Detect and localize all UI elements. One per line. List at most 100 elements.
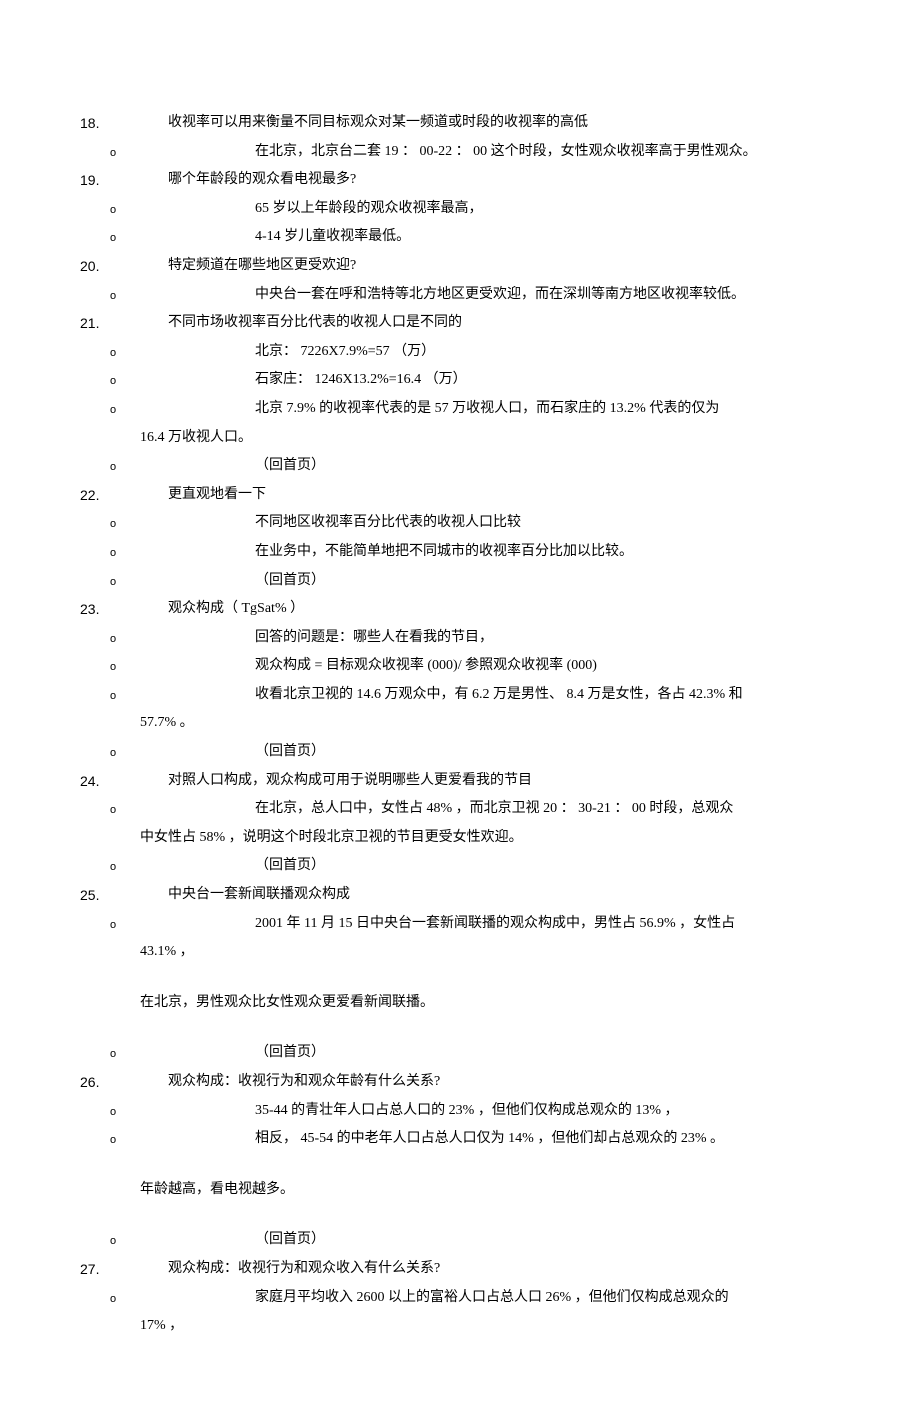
bullet-icon: o xyxy=(110,539,255,566)
continuation-line: 43.1% ， xyxy=(80,939,840,966)
bullet-item: o收看北京卫视的 14.6 万观众中，有 6.2 万是男性、 8.4 万是女性，… xyxy=(80,682,840,709)
numbered-item: 19.哪个年龄段的观众看电视最多? xyxy=(80,167,840,194)
numbered-item: 20.特定频道在哪些地区更受欢迎? xyxy=(80,253,840,280)
paragraph-line: 在北京，男性观众比女性观众更爱看新闻联播。 xyxy=(80,990,840,1017)
bullet-text: 北京 7.9% 的收视率代表的是 57 万收视人口，而石家庄的 13.2% 代表… xyxy=(255,396,840,423)
bullet-text: 65 岁以上年龄段的观众收视率最高， xyxy=(255,196,840,223)
bullet-text: （回首页） xyxy=(255,853,840,880)
bullet-item: o（回首页） xyxy=(80,568,840,595)
item-number: 22. xyxy=(80,482,110,509)
bullet-item: o（回首页） xyxy=(80,1227,840,1254)
bullet-text: 北京： 7226X7.9%=57 （万） xyxy=(255,339,840,366)
bullet-text: 在业务中，不能简单地把不同城市的收视率百分比加以比较。 xyxy=(255,539,840,566)
bullet-item: o在业务中，不能简单地把不同城市的收视率百分比加以比较。 xyxy=(80,539,840,566)
bullet-item: o（回首页） xyxy=(80,1040,840,1067)
bullet-text: 观众构成 = 目标观众收视率 (000)/ 参照观众收视率 (000) xyxy=(255,653,840,680)
bullet-item: o观众构成 = 目标观众收视率 (000)/ 参照观众收视率 (000) xyxy=(80,653,840,680)
bullet-text: 回答的问题是：哪些人在看我的节目， xyxy=(255,625,840,652)
item-number: 20. xyxy=(80,253,110,280)
bullet-item: o石家庄： 1246X13.2%=16.4 （万） xyxy=(80,367,840,394)
bullet-icon: o xyxy=(110,853,255,880)
numbered-item: 27.观众构成：收视行为和观众收入有什么关系? xyxy=(80,1256,840,1283)
bullet-text: 35-44 的青壮年人口占总人口的 23% ，但他们仅构成总观众的 13% ， xyxy=(255,1098,840,1125)
item-text: 观众构成：收视行为和观众收入有什么关系? xyxy=(110,1256,840,1283)
continuation-line: 17% ， xyxy=(80,1313,840,1340)
item-number: 26. xyxy=(80,1069,110,1096)
bullet-item: o家庭月平均收入 2600 以上的富裕人口占总人口 26% ，但他们仅构成总观众… xyxy=(80,1285,840,1312)
bullet-text: 家庭月平均收入 2600 以上的富裕人口占总人口 26% ，但他们仅构成总观众的 xyxy=(255,1285,840,1312)
item-number: 19. xyxy=(80,167,110,194)
bullet-text: 石家庄： 1246X13.2%=16.4 （万） xyxy=(255,367,840,394)
item-number: 27. xyxy=(80,1256,110,1283)
bullet-item: o（回首页） xyxy=(80,453,840,480)
bullet-text: 4-14 岁儿童收视率最低。 xyxy=(255,224,840,251)
bullet-item: o北京： 7226X7.9%=57 （万） xyxy=(80,339,840,366)
document-body: 18.收视率可以用来衡量不同目标观众对某一频道或时段的收视率的高低o在北京，北京… xyxy=(80,110,840,1340)
item-text: 收视率可以用来衡量不同目标观众对某一频道或时段的收视率的高低 xyxy=(110,110,840,137)
bullet-item: o在北京，总人口中，女性占 48% ，而北京卫视 20 ： 30-21 ： 00… xyxy=(80,796,840,823)
bullet-text: 中央台一套在呼和浩特等北方地区更受欢迎，而在深圳等南方地区收视率较低。 xyxy=(255,282,840,309)
bullet-icon: o xyxy=(110,196,255,223)
item-text: 观众构成：收视行为和观众年龄有什么关系? xyxy=(110,1069,840,1096)
bullet-icon: o xyxy=(110,339,255,366)
bullet-icon: o xyxy=(110,1126,255,1153)
bullet-item: o35-44 的青壮年人口占总人口的 23% ，但他们仅构成总观众的 13% ， xyxy=(80,1098,840,1125)
item-text: 特定频道在哪些地区更受欢迎? xyxy=(110,253,840,280)
item-text: 中央台一套新闻联播观众构成 xyxy=(110,882,840,909)
numbered-item: 25.中央台一套新闻联播观众构成 xyxy=(80,882,840,909)
bullet-icon: o xyxy=(110,1098,255,1125)
bullet-icon: o xyxy=(110,1285,255,1312)
bullet-text: 收看北京卫视的 14.6 万观众中，有 6.2 万是男性、 8.4 万是女性，各… xyxy=(255,682,840,709)
bullet-item: o北京 7.9% 的收视率代表的是 57 万收视人口，而石家庄的 13.2% 代… xyxy=(80,396,840,423)
item-text: 观众构成（ TgSat% ） xyxy=(110,596,840,623)
bullet-text: （回首页） xyxy=(255,739,840,766)
bullet-icon: o xyxy=(110,139,255,166)
continuation-line: 16.4 万收视人口。 xyxy=(80,425,840,452)
item-number: 18. xyxy=(80,110,110,137)
bullet-icon: o xyxy=(110,367,255,394)
bullet-item: o中央台一套在呼和浩特等北方地区更受欢迎，而在深圳等南方地区收视率较低。 xyxy=(80,282,840,309)
bullet-text: 不同地区收视率百分比代表的收视人口比较 xyxy=(255,510,840,537)
bullet-item: o2001 年 11 月 15 日中央台一套新闻联播的观众构成中，男性占 56.… xyxy=(80,911,840,938)
bullet-icon: o xyxy=(110,510,255,537)
item-number: 25. xyxy=(80,882,110,909)
bullet-icon: o xyxy=(110,682,255,709)
numbered-item: 23.观众构成（ TgSat% ） xyxy=(80,596,840,623)
item-text: 不同市场收视率百分比代表的收视人口是不同的 xyxy=(110,310,840,337)
continuation-line: 57.7% 。 xyxy=(80,710,840,737)
bullet-icon: o xyxy=(110,796,255,823)
bullet-icon: o xyxy=(110,1040,255,1067)
bullet-icon: o xyxy=(110,282,255,309)
bullet-icon: o xyxy=(110,653,255,680)
bullet-text: 在北京，总人口中，女性占 48% ，而北京卫视 20 ： 30-21 ： 00 … xyxy=(255,796,840,823)
bullet-icon: o xyxy=(110,911,255,938)
bullet-item: o相反， 45-54 的中老年人口占总人口仅为 14% ，但他们却占总观众的 2… xyxy=(80,1126,840,1153)
numbered-item: 26.观众构成：收视行为和观众年龄有什么关系? xyxy=(80,1069,840,1096)
continuation-line: 中女性占 58% ，说明这个时段北京卫视的节目更受女性欢迎。 xyxy=(80,825,840,852)
item-number: 21. xyxy=(80,310,110,337)
item-number: 24. xyxy=(80,768,110,795)
bullet-text: （回首页） xyxy=(255,568,840,595)
bullet-icon: o xyxy=(110,396,255,423)
bullet-text: 相反， 45-54 的中老年人口占总人口仅为 14% ，但他们却占总观众的 23… xyxy=(255,1126,840,1153)
item-text: 更直观地看一下 xyxy=(110,482,840,509)
numbered-item: 21.不同市场收视率百分比代表的收视人口是不同的 xyxy=(80,310,840,337)
bullet-text: （回首页） xyxy=(255,453,840,480)
bullet-icon: o xyxy=(110,568,255,595)
bullet-icon: o xyxy=(110,625,255,652)
bullet-item: o在北京，北京台二套 19 ： 00-22 ： 00 这个时段，女性观众收视率高… xyxy=(80,139,840,166)
item-text: 哪个年龄段的观众看电视最多? xyxy=(110,167,840,194)
bullet-text: 2001 年 11 月 15 日中央台一套新闻联播的观众构成中，男性占 56.9… xyxy=(255,911,840,938)
item-text: 对照人口构成，观众构成可用于说明哪些人更爱看我的节目 xyxy=(110,768,840,795)
bullet-icon: o xyxy=(110,224,255,251)
bullet-item: o不同地区收视率百分比代表的收视人口比较 xyxy=(80,510,840,537)
bullet-item: o回答的问题是：哪些人在看我的节目， xyxy=(80,625,840,652)
bullet-item: o65 岁以上年龄段的观众收视率最高， xyxy=(80,196,840,223)
bullet-text: 在北京，北京台二套 19 ： 00-22 ： 00 这个时段，女性观众收视率高于… xyxy=(255,139,840,166)
bullet-text: （回首页） xyxy=(255,1227,840,1254)
bullet-item: o4-14 岁儿童收视率最低。 xyxy=(80,224,840,251)
item-number: 23. xyxy=(80,596,110,623)
numbered-item: 22.更直观地看一下 xyxy=(80,482,840,509)
paragraph-line: 年龄越高，看电视越多。 xyxy=(80,1177,840,1204)
bullet-icon: o xyxy=(110,453,255,480)
